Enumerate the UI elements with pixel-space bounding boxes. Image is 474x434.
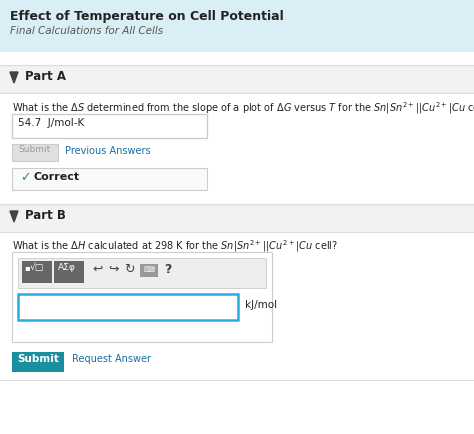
Text: ↪: ↪ <box>108 263 118 276</box>
Text: ?: ? <box>164 263 172 276</box>
Text: Request Answer: Request Answer <box>72 354 151 364</box>
Bar <box>140 264 158 277</box>
Bar <box>12 352 64 372</box>
Polygon shape <box>10 211 18 222</box>
Text: Part A: Part A <box>25 70 66 83</box>
Bar <box>12 144 58 161</box>
Bar <box>12 252 272 342</box>
Text: Submit: Submit <box>19 145 51 155</box>
Bar <box>0 204 474 232</box>
Text: AΣφ: AΣφ <box>58 263 76 272</box>
Text: ↩: ↩ <box>92 263 102 276</box>
Bar <box>18 258 266 288</box>
Text: Effect of Temperature on Cell Potential: Effect of Temperature on Cell Potential <box>10 10 284 23</box>
Text: kJ/mol: kJ/mol <box>245 300 277 310</box>
Text: Previous Answers: Previous Answers <box>65 145 151 155</box>
Bar <box>12 168 207 190</box>
Polygon shape <box>10 72 18 83</box>
Bar <box>12 114 207 138</box>
Text: Submit: Submit <box>17 354 59 364</box>
Text: ⌨: ⌨ <box>144 266 155 274</box>
Bar <box>0 190 474 204</box>
Text: Final Calculations for All Cells: Final Calculations for All Cells <box>10 26 163 36</box>
Bar <box>54 261 84 283</box>
Text: ↻: ↻ <box>124 263 135 276</box>
Text: Correct: Correct <box>34 172 80 182</box>
Bar <box>0 65 474 93</box>
Bar <box>22 261 52 283</box>
Text: ▪: ▪ <box>24 263 29 272</box>
Bar <box>0 52 474 66</box>
Text: √□: √□ <box>30 263 44 272</box>
Text: What is the $\Delta S$ determined from the slope of a plot of $\Delta G$ versus : What is the $\Delta S$ determined from t… <box>12 100 474 116</box>
Text: 54.7  J/mol-K: 54.7 J/mol-K <box>18 118 84 128</box>
Bar <box>0 0 474 52</box>
Text: ✓: ✓ <box>20 171 30 184</box>
Bar <box>18 294 238 320</box>
Text: Part B: Part B <box>25 209 66 222</box>
Text: What is the $\Delta H$ calculated at 298 K for the $Sn|Sn^{2+}||Cu^{2+}|Cu$ cell: What is the $\Delta H$ calculated at 298… <box>12 238 338 254</box>
